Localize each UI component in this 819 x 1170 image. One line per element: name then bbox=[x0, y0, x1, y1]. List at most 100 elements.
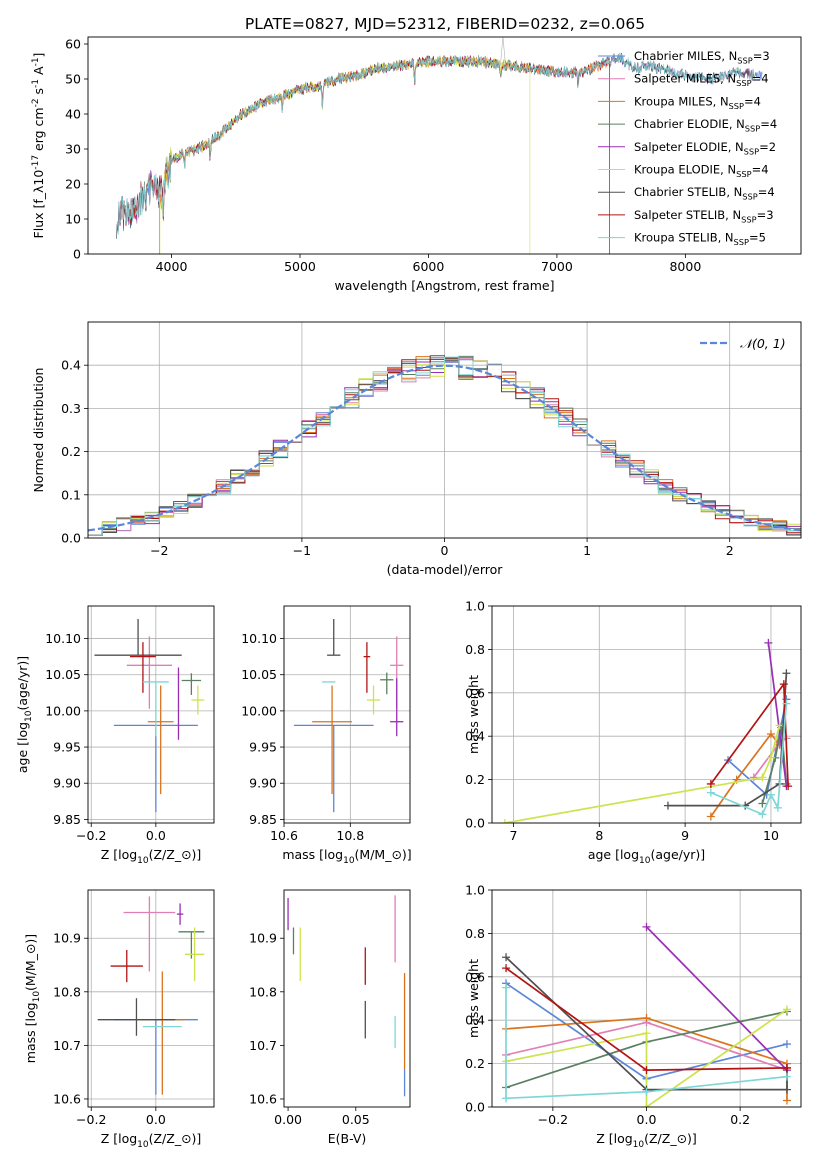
weight-line bbox=[645, 926, 788, 1071]
label-fragment: Z [log bbox=[101, 1131, 137, 1146]
y-axis-label: Flux [f_λ10-17 erg cm-2 s-1 A-1] bbox=[31, 53, 46, 239]
x-axis-label: E(B-V) bbox=[328, 1131, 367, 1146]
y-tick-label: 10.6 bbox=[53, 1091, 81, 1106]
x-axis-label: mass [log10(M/M_⊙)] bbox=[282, 847, 411, 866]
x-tick-label: 0 bbox=[441, 543, 449, 558]
y-tick-label: 10.00 bbox=[45, 703, 81, 718]
weight-marker bbox=[766, 753, 775, 762]
weight-marker bbox=[502, 964, 511, 973]
plot-area bbox=[293, 619, 404, 813]
label-fragment: age [log bbox=[588, 847, 639, 862]
weight-marker bbox=[784, 782, 793, 791]
y-tick-label: 10.05 bbox=[241, 667, 277, 682]
label-fragment: SSP bbox=[744, 146, 759, 156]
label-fragment: Salpeter MILES, N bbox=[634, 72, 736, 86]
spectrum-line bbox=[116, 55, 610, 254]
label-fragment: SSP bbox=[745, 124, 760, 134]
label-fragment: mass weight bbox=[466, 675, 481, 754]
weight-marker bbox=[782, 1072, 791, 1081]
figure-title: PLATE=0827, MJD=52312, FIBERID=0232, z=0… bbox=[245, 15, 645, 33]
y-tick-label: 9.90 bbox=[249, 776, 277, 791]
weight-marker bbox=[782, 669, 791, 678]
label-fragment: mass weight bbox=[466, 959, 481, 1038]
x-tick-label: 6000 bbox=[413, 259, 445, 274]
label-fragment: (age/yr)] bbox=[650, 847, 705, 862]
label-fragment: mass [log bbox=[23, 1002, 38, 1063]
axes-frame bbox=[283, 605, 411, 824]
label-fragment: 10 bbox=[343, 856, 355, 866]
y-tick-label: 0.4 bbox=[465, 1013, 485, 1028]
label-fragment: 𝒩(0, 1) bbox=[740, 336, 786, 351]
y-tick-label: 0.3 bbox=[61, 401, 81, 416]
weight-marker bbox=[766, 730, 775, 739]
label-fragment: s bbox=[31, 88, 46, 99]
weight-marker bbox=[782, 1063, 791, 1072]
label-fragment: SSP bbox=[736, 169, 751, 179]
label-fragment: Chabrier STELIB, N bbox=[634, 185, 742, 199]
y-axis-label: mass weight bbox=[466, 959, 481, 1038]
weight-marker bbox=[779, 680, 788, 689]
y-tick-label: 9.95 bbox=[53, 740, 81, 755]
label-fragment: Salpeter ELODIE, N bbox=[634, 140, 744, 154]
y-tick-label: 9.90 bbox=[53, 776, 81, 791]
weight-marker bbox=[749, 773, 758, 782]
x-tick-label: 5000 bbox=[284, 259, 316, 274]
label-fragment: -17 bbox=[31, 155, 41, 170]
label-fragment: SSP bbox=[742, 192, 757, 202]
weight-marker bbox=[758, 773, 767, 782]
label-fragment: =4 bbox=[744, 94, 761, 108]
label-fragment: ] bbox=[31, 53, 46, 58]
axes-mass-vs-Z: −0.2 0.010.610.710.810.9Z [log10(Z/Z_⊙)]m… bbox=[23, 889, 215, 1150]
x-tick-label: 7000 bbox=[541, 259, 573, 274]
x-tick-label: −0.2 bbox=[76, 1112, 106, 1127]
y-tick-label: 30 bbox=[65, 142, 81, 157]
label-fragment: =2 bbox=[759, 140, 776, 154]
label-fragment: (age/yr)] bbox=[15, 656, 30, 711]
y-tick-label: 10.9 bbox=[53, 931, 81, 946]
x-tick-label: 9 bbox=[681, 828, 689, 843]
y-axis-label: Normed distribution bbox=[31, 368, 46, 493]
weight-marker bbox=[642, 1014, 651, 1023]
y-tick-label: 0.4 bbox=[61, 358, 81, 373]
label-fragment: -1 bbox=[31, 57, 41, 66]
y-tick-label: 0.8 bbox=[465, 926, 485, 941]
label-fragment: -1 bbox=[31, 79, 41, 88]
label-fragment: SSP bbox=[741, 214, 756, 224]
x-tick-label: 8000 bbox=[669, 259, 701, 274]
y-tick-label: 10.6 bbox=[249, 1091, 277, 1106]
x-tick-label: 0.00 bbox=[274, 1112, 302, 1127]
spectrum-spike bbox=[500, 37, 506, 66]
y-tick-label: 20 bbox=[65, 177, 81, 192]
weight-marker bbox=[500, 819, 509, 823]
weight-line bbox=[767, 642, 788, 787]
y-tick-label: 10.9 bbox=[249, 931, 277, 946]
weight-marker bbox=[642, 1029, 651, 1038]
label-fragment: Kroupa MILES, N bbox=[634, 94, 729, 108]
x-tick-label: −0.2 bbox=[76, 828, 106, 843]
label-fragment: Z [log bbox=[101, 847, 137, 862]
legend-label: Chabrier ELODIE, NSSP=4 bbox=[634, 117, 777, 133]
legend: 𝒩(0, 1) bbox=[700, 336, 786, 351]
axes-age-vs-mass: 10.6 10.8 9.85 9.90 9.95 10.00 10.05 10.10 mass … bbox=[241, 605, 412, 866]
label-fragment: =4 bbox=[760, 117, 777, 131]
y-tick-label: 40 bbox=[65, 107, 81, 122]
weight-marker bbox=[642, 1066, 651, 1075]
label-fragment: 10 bbox=[137, 1140, 149, 1150]
label-fragment: =5 bbox=[749, 231, 766, 245]
x-axis-label: Z [log10(Z/Z_⊙)] bbox=[596, 1131, 697, 1150]
legend-label: Kroupa STELIB, NSSP=5 bbox=[634, 231, 766, 247]
weight-marker bbox=[766, 790, 775, 799]
y-tick-label: 10.10 bbox=[45, 631, 81, 646]
x-tick-label: −1 bbox=[293, 543, 311, 558]
label-fragment: (Z/Z_⊙)] bbox=[644, 1131, 697, 1146]
y-tick-label: 10.7 bbox=[249, 1038, 277, 1053]
y-tick-label: 10 bbox=[65, 212, 81, 227]
y-tick-label: 10.05 bbox=[45, 667, 81, 682]
label-fragment: mass [log bbox=[282, 847, 343, 862]
y-tick-label: 10.8 bbox=[249, 984, 277, 999]
axes-age-vs-Z: −0.2 0.0 9.85 9.90 9.95 10.00 10.05 10.10 Z [log… bbox=[15, 605, 215, 866]
weight-marker bbox=[782, 1005, 791, 1014]
y-tick-label: 0.6 bbox=[465, 685, 485, 700]
y-tick-label: 0.2 bbox=[465, 1056, 485, 1071]
